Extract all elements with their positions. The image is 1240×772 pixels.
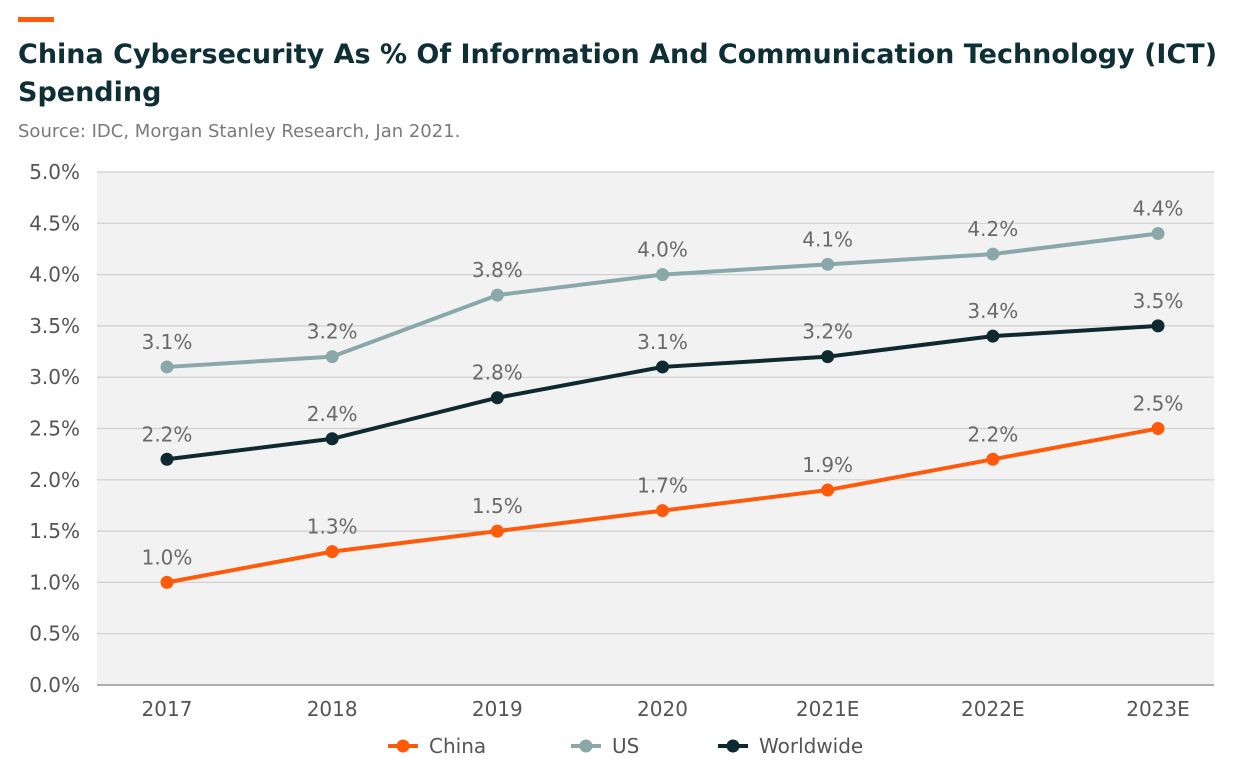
data-point-us xyxy=(821,257,835,271)
data-point-worldwide xyxy=(986,329,1000,343)
data-label-china: 2.2% xyxy=(967,422,1018,446)
legend: China US Worldwide xyxy=(388,734,863,758)
data-point-us xyxy=(325,350,339,364)
y-tick-label: 5.0% xyxy=(29,160,80,184)
chart-title: China Cybersecurity As % Of Information … xyxy=(18,39,1218,108)
data-point-worldwide xyxy=(325,432,339,446)
data-point-worldwide xyxy=(160,452,174,466)
data-label-us: 4.4% xyxy=(1133,197,1184,221)
data-label-worldwide: 2.4% xyxy=(307,402,358,426)
series-china: 1.0% 1.3% 1.5% 1.7% 1.9% 2.2% 2.5% xyxy=(142,392,1184,589)
data-label-us: 3.2% xyxy=(307,320,358,344)
data-point-us xyxy=(656,268,669,282)
data-point-china xyxy=(1151,422,1165,435)
series: 3.1% 3.2% 3.8% 4.0% 4.1% 4.2% 4.4% 2.2% 2.4% 2.8%… xyxy=(142,197,1184,589)
y-axis: 0.0% 0.5% 1.0% 1.5% 2.0% 2.5% 3.0% 3.5% 4.0% 4.5%… xyxy=(29,160,80,697)
y-tick-label: 4.5% xyxy=(29,211,80,235)
series-worldwide: 2.2% 2.4% 2.8% 3.1% 3.2% 3.4% 3.5% xyxy=(142,289,1184,466)
data-label-worldwide: 2.2% xyxy=(142,422,193,446)
y-tick-label: 0.0% xyxy=(29,673,80,697)
data-label-worldwide: 3.4% xyxy=(967,299,1018,323)
data-label-china: 1.7% xyxy=(637,474,688,498)
data-point-us xyxy=(1151,227,1165,241)
data-point-us xyxy=(160,360,174,374)
data-point-china xyxy=(490,524,504,538)
legend-label: Worldwide xyxy=(759,734,863,758)
x-tick-label: 2017 xyxy=(142,697,193,721)
x-tick-label: 2018 xyxy=(307,697,358,721)
x-tick-label: 2020 xyxy=(637,697,688,721)
x-tick-label: 2022E xyxy=(961,697,1025,721)
data-label-worldwide: 3.5% xyxy=(1133,289,1184,313)
data-label-us: 4.1% xyxy=(802,227,853,251)
data-point-china xyxy=(821,483,835,497)
data-point-worldwide xyxy=(821,350,835,364)
data-label-us: 3.1% xyxy=(142,330,193,354)
y-tick-label: 1.5% xyxy=(29,519,80,543)
y-tick-label: 3.0% xyxy=(29,365,80,389)
data-point-china xyxy=(986,452,1000,466)
chart-subtitle: Source: IDC, Morgan Stanley Research, Ja… xyxy=(18,121,461,142)
x-tick-label: 2023E xyxy=(1126,697,1190,721)
legend-label: China xyxy=(429,734,486,758)
data-label-worldwide: 3.1% xyxy=(637,330,688,354)
data-point-worldwide xyxy=(490,391,504,405)
data-label-worldwide: 3.2% xyxy=(802,320,853,344)
accent-bar xyxy=(18,17,54,22)
x-tick-label: 2021E xyxy=(796,697,860,721)
data-label-china: 1.3% xyxy=(307,515,358,539)
legend-label: US xyxy=(612,734,639,758)
legend-swatch-marker xyxy=(579,739,593,753)
data-label-china: 2.5% xyxy=(1133,392,1184,416)
legend-item-worldwide: Worldwide xyxy=(718,734,863,758)
y-tick-label: 2.0% xyxy=(29,468,80,492)
y-tick-label: 2.5% xyxy=(29,417,80,441)
y-tick-label: 1.0% xyxy=(29,570,80,594)
data-point-china xyxy=(160,575,174,589)
legend-swatch-marker xyxy=(726,739,740,753)
data-point-china xyxy=(325,545,339,559)
data-label-china: 1.9% xyxy=(802,453,853,477)
data-point-us xyxy=(490,288,504,302)
data-label-us: 4.0% xyxy=(637,238,688,262)
data-label-us: 4.2% xyxy=(967,217,1018,241)
y-tick-label: 3.5% xyxy=(29,314,80,338)
legend-swatch-marker xyxy=(396,739,410,753)
data-label-worldwide: 2.8% xyxy=(472,361,523,385)
data-label-us: 3.8% xyxy=(472,258,523,282)
data-point-worldwide xyxy=(1151,319,1165,333)
series-us: 3.1% 3.2% 3.8% 4.0% 4.1% 4.2% 4.4% xyxy=(142,197,1184,374)
x-tick-label: 2019 xyxy=(472,697,523,721)
data-point-worldwide xyxy=(656,360,669,374)
x-axis: 2017 2018 2019 2020 2021E 2022E 2023E xyxy=(97,684,1214,721)
data-label-china: 1.0% xyxy=(142,545,193,569)
data-label-china: 1.5% xyxy=(472,494,523,518)
data-point-us xyxy=(986,247,1000,261)
data-point-china xyxy=(656,504,669,518)
legend-item-us: US xyxy=(571,734,639,758)
legend-item-china: China xyxy=(388,734,486,758)
y-tick-label: 0.5% xyxy=(29,622,80,646)
y-tick-label: 4.0% xyxy=(29,263,80,287)
